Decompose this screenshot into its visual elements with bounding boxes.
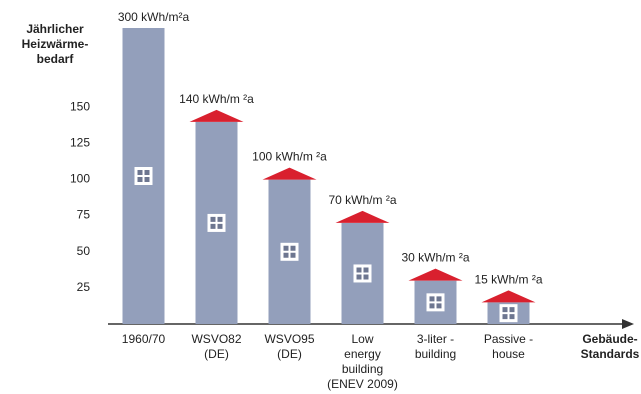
value-label: 30 kWh/m ²a bbox=[401, 251, 469, 265]
roof bbox=[408, 268, 463, 281]
roof bbox=[481, 290, 536, 303]
roof bbox=[262, 167, 317, 180]
x-tick-label: WSVO82 (DE) bbox=[191, 332, 241, 361]
y-tick-label: 150 bbox=[70, 100, 90, 114]
x-tick-label: Low energy building (ENEV 2009) bbox=[327, 332, 398, 391]
x-tick-label: 1960/70 bbox=[122, 332, 166, 346]
x-axis-arrow bbox=[622, 319, 634, 329]
y-axis-title: Jährlicher Heizwärme-bedarf bbox=[22, 22, 89, 66]
x-tick-label: 3-liter -building bbox=[415, 332, 456, 361]
window-frame bbox=[502, 307, 515, 320]
window bbox=[353, 264, 372, 283]
window bbox=[134, 167, 153, 185]
y-tick-label: 75 bbox=[77, 208, 91, 222]
y-tick-label: 100 bbox=[70, 172, 90, 186]
value-label: 300 kWh/m²a bbox=[118, 10, 190, 24]
window-frame bbox=[356, 267, 369, 280]
window-frame bbox=[137, 170, 150, 182]
window bbox=[426, 293, 445, 312]
window-frame bbox=[283, 245, 296, 258]
x-axis-title: Gebäude-Standards bbox=[581, 332, 640, 361]
y-tick-label: 50 bbox=[77, 244, 91, 258]
value-label: 100 kWh/m ²a bbox=[252, 150, 327, 164]
window bbox=[499, 304, 518, 323]
y-tick-label: 25 bbox=[77, 280, 91, 294]
window bbox=[280, 242, 299, 261]
roof bbox=[335, 210, 390, 223]
y-tick-label: 125 bbox=[70, 136, 90, 150]
value-label: 140 kWh/m ²a bbox=[179, 92, 254, 106]
value-label: 15 kWh/m ²a bbox=[474, 273, 542, 287]
window bbox=[207, 213, 226, 232]
window-frame bbox=[429, 296, 442, 309]
x-tick-label: Passive -house bbox=[484, 332, 533, 361]
window-frame bbox=[210, 216, 223, 229]
bar bbox=[122, 28, 165, 324]
roof bbox=[189, 109, 244, 122]
value-label: 70 kWh/m ²a bbox=[328, 193, 396, 207]
x-tick-label: WSVO95 (DE) bbox=[264, 332, 314, 361]
